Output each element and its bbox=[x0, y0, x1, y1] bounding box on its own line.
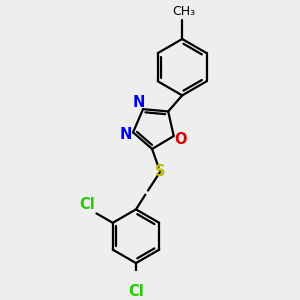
Text: N: N bbox=[120, 127, 132, 142]
Text: N: N bbox=[133, 95, 146, 110]
Text: O: O bbox=[174, 131, 187, 146]
Text: Cl: Cl bbox=[128, 284, 144, 299]
Text: Cl: Cl bbox=[80, 197, 95, 212]
Text: CH₃: CH₃ bbox=[172, 5, 195, 18]
Text: S: S bbox=[155, 164, 165, 179]
